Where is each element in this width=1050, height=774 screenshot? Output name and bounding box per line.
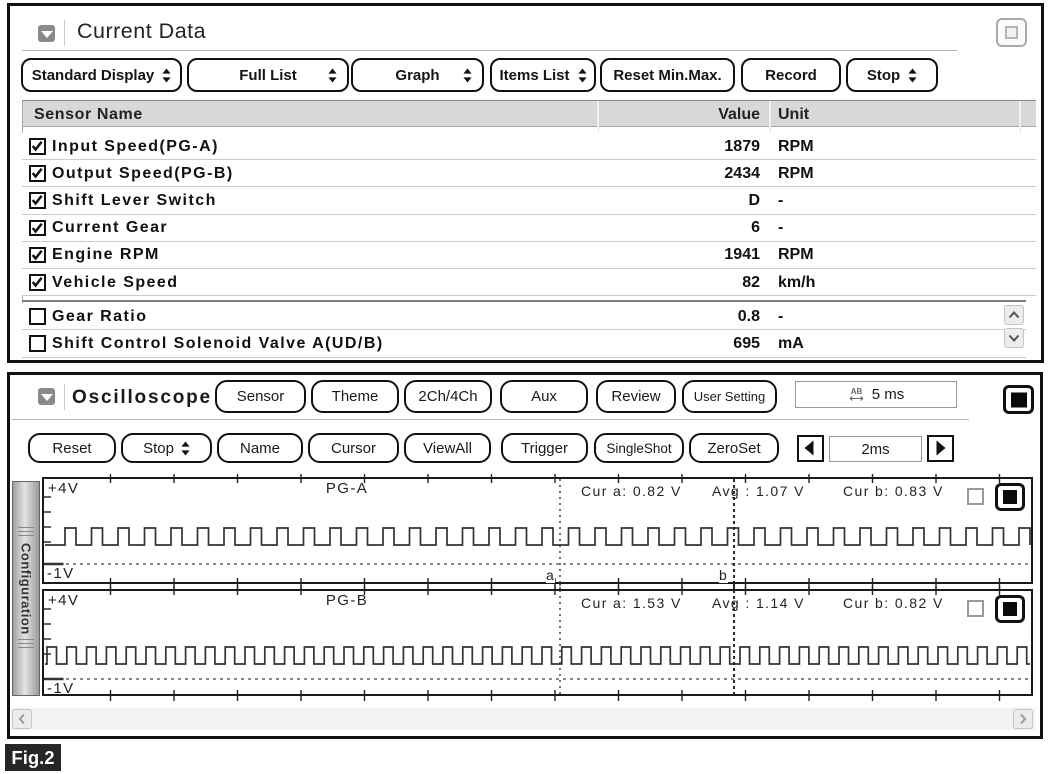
- svg-text:AB: AB: [850, 387, 862, 396]
